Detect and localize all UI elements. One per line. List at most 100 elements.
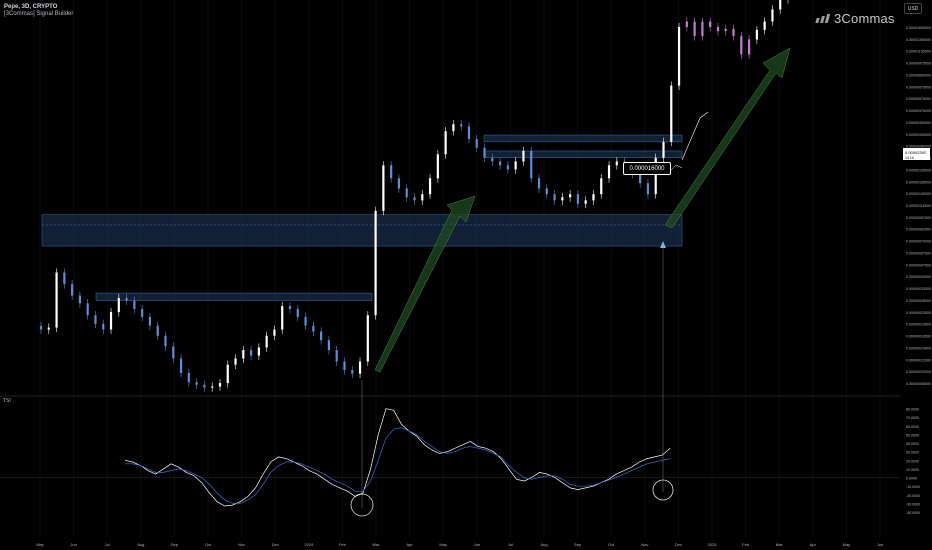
candle-body [522, 150, 525, 162]
candle-body [530, 150, 533, 179]
price-tick-label: 0.00000028000 [906, 299, 931, 303]
candle-body [179, 358, 183, 373]
tsi-pane [0, 408, 900, 507]
candle-body [405, 188, 408, 198]
time-axis[interactable]: May Jun Jul Aug Sep Oct Nov Dec 2024 Feb Mar Apr May… [36, 542, 883, 547]
tsi-tick-label: 10.0000 [906, 468, 919, 472]
tsi-axis[interactable]: 80.0000 70.0000 60.0000 50.0000 40.0000 30.00… [906, 408, 920, 515]
candle-body [156, 325, 159, 336]
tsi-label[interactable]: TSI [3, 398, 11, 404]
candle-body [747, 39, 751, 55]
candle-body [249, 350, 253, 356]
candle-body [514, 161, 517, 170]
candle-body [561, 197, 564, 201]
time-tick-label: Mar [776, 542, 784, 547]
price-axis[interactable]: 0.00001600000 0.00001350000 0.00001150000 0… [906, 26, 931, 386]
time-tick-label: Jul [508, 542, 513, 547]
tsi-tick-label: 50.0000 [906, 433, 919, 437]
candle-body [677, 27, 681, 86]
tsi-tick-label: 0.0000 [906, 477, 917, 481]
tsi-tick-label: 80.0000 [906, 408, 919, 412]
price-tick-label: 0.00000016500 [906, 335, 931, 339]
time-tick-label: Nov [641, 542, 648, 547]
candle-body [724, 28, 727, 32]
price-tick-label: 0.00000070000 [906, 240, 931, 244]
last-price-value: 0.00002392 [905, 150, 927, 155]
price-tick-label: 0.00000330000 [906, 133, 931, 137]
trend-arrows [374, 47, 791, 373]
time-tick-label: Nov [238, 542, 245, 547]
price-tick-label: 0.00000097500 [906, 216, 931, 220]
candle-body [763, 21, 766, 30]
time-tick-label: Dec [272, 542, 279, 547]
candle-body [281, 306, 284, 330]
candle-body [483, 147, 486, 158]
candle-body [646, 183, 650, 195]
price-tick-label: 0.00001600000 [906, 26, 931, 30]
candle-body [172, 346, 175, 359]
price-tick-label: 0.00000057500 [906, 251, 931, 255]
brand-logo: 3Commas [815, 11, 895, 26]
candle-body [203, 384, 206, 388]
candle-body [234, 358, 237, 365]
price-tick-label: 0.00001350000 [906, 38, 931, 42]
candle-body [47, 327, 50, 330]
price-tick-label: 0.00000010000 [906, 370, 931, 374]
time-tick-label: May [439, 542, 447, 547]
candle-body [654, 157, 657, 195]
last-price-countdown: 1d 1h [905, 156, 914, 160]
candle-body [670, 85, 673, 142]
price-tick-label: 0.00000400000 [906, 121, 931, 125]
indicator-name[interactable]: [3Commas] Signal Builder [4, 11, 74, 17]
time-tick-label: Feb [339, 542, 347, 547]
tsi-tick-label: 20.0000 [906, 459, 919, 463]
signal-circle-2 [652, 479, 674, 501]
trend-arrow-2 [664, 47, 791, 229]
candle-body [390, 165, 393, 179]
candle-body [242, 350, 245, 359]
candle-body [716, 27, 720, 32]
zone-box [483, 150, 683, 158]
candle-body [195, 382, 198, 385]
time-tick-label: Apr [406, 542, 413, 547]
candle-body [117, 298, 120, 313]
candle-body [273, 329, 276, 336]
grid-lines [0, 0, 900, 537]
currency-button[interactable]: USD [904, 3, 922, 14]
candle-body [779, 0, 782, 10]
candle-body [436, 154, 439, 179]
price-tick-label: 0.00000975000 [906, 62, 931, 66]
candle-body [125, 298, 128, 301]
time-tick-label: Aug [540, 542, 547, 547]
candle-body [351, 370, 354, 374]
chart-annotations [350, 111, 709, 517]
zone-box [95, 292, 373, 301]
candlestick-series [39, 0, 789, 392]
candle-body [109, 312, 113, 330]
candle-body [164, 335, 167, 347]
time-tick-label: Sep [171, 542, 179, 547]
price-tick-label: 0.00000023500 [906, 311, 931, 315]
candle-body [288, 306, 292, 310]
price-tick-label: 0.00000575000 [906, 97, 931, 101]
tsi-signal-line [125, 427, 671, 504]
price-tick-label: 0.00000195000 [906, 168, 931, 172]
symbol-title[interactable]: Pepe, 3D, CRYPTO [4, 4, 58, 10]
candle-body [693, 21, 696, 37]
time-tick-label: Mar [373, 542, 381, 547]
price-tick-label: 0.00000012000 [906, 358, 931, 362]
tsi-line [124, 408, 671, 507]
candle-body [187, 372, 190, 383]
candle-body [553, 194, 556, 201]
candle-body [320, 331, 323, 341]
candle-body [428, 178, 432, 195]
price-tick-label: 0.00000115000 [906, 204, 931, 208]
candle-body [335, 350, 338, 362]
time-tick-label: Jul [105, 542, 110, 547]
tsi-tick-label: 40.0000 [906, 442, 919, 446]
candle-body [55, 272, 58, 328]
price-tick-label: 0.00000165000 [906, 180, 931, 184]
time-tick-label: 2024 [304, 542, 314, 547]
